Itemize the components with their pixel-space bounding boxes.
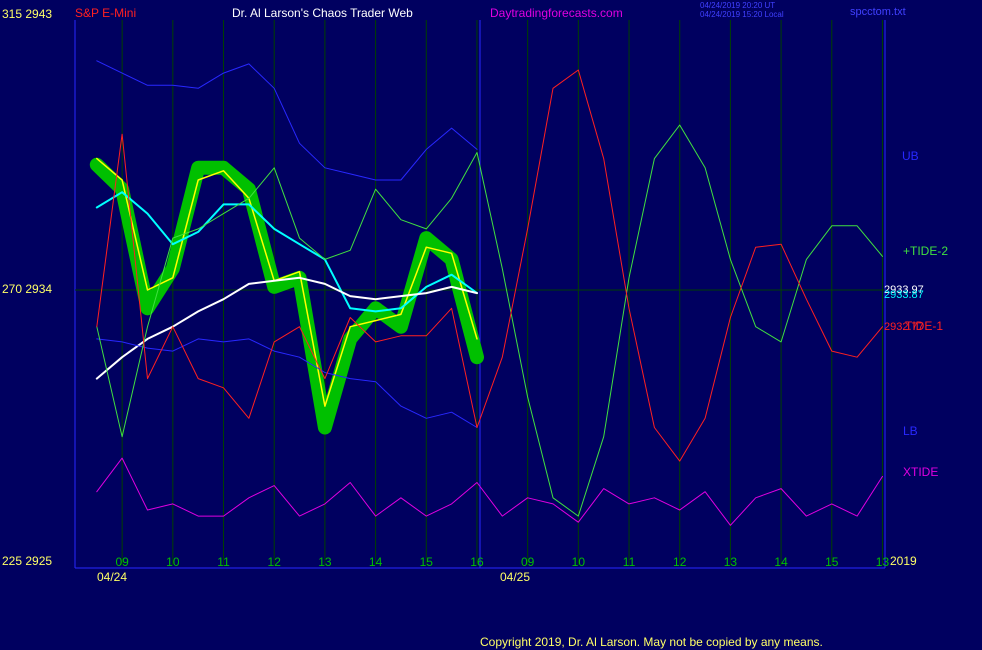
file-name: spcctom.txt bbox=[850, 6, 906, 18]
series-label: XTIDE bbox=[903, 465, 938, 479]
series-line bbox=[96, 124, 883, 517]
series-label: LB bbox=[903, 424, 918, 438]
year-label: 2019 bbox=[890, 554, 917, 568]
date-label: 04/25 bbox=[500, 570, 530, 584]
y-tick-label: 225 2925 bbox=[2, 554, 52, 568]
series-line bbox=[96, 69, 883, 462]
date-label: 04/24 bbox=[97, 570, 127, 584]
x-tick-label: 10 bbox=[572, 555, 586, 569]
timestamp: 04/24/2019 20:20 UT bbox=[700, 1, 775, 10]
x-tick-label: 15 bbox=[825, 555, 839, 569]
x-tick-label: 13 bbox=[318, 555, 332, 569]
series-label: +TIDE-2 bbox=[903, 244, 948, 258]
x-tick-label: 14 bbox=[369, 555, 383, 569]
y-tick-label: 315 2943 bbox=[2, 7, 52, 21]
copyright: Copyright 2019, Dr. Al Larson. May not b… bbox=[480, 635, 823, 649]
x-tick-label: 13 bbox=[876, 555, 890, 569]
series-label: TIDE-1 bbox=[905, 319, 943, 333]
x-tick-label: 12 bbox=[268, 555, 282, 569]
x-tick-label: 09 bbox=[521, 555, 535, 569]
x-tick-label: 16 bbox=[470, 555, 484, 569]
x-tick-label: 13 bbox=[724, 555, 738, 569]
series-label: UB bbox=[902, 149, 919, 163]
x-tick-label: 11 bbox=[217, 555, 230, 569]
x-tick-label: 12 bbox=[673, 555, 687, 569]
timestamp: 04/24/2019 15:20 Local bbox=[700, 10, 784, 19]
x-tick-label: 09 bbox=[115, 555, 129, 569]
price-label: 2932.77 bbox=[884, 321, 924, 333]
chart-title: Dr. Al Larson's Chaos Trader Web bbox=[232, 6, 413, 20]
series-line bbox=[95, 191, 478, 313]
series-line bbox=[96, 457, 883, 526]
x-tick-label: 11 bbox=[623, 555, 636, 569]
symbol: S&P E-Mini bbox=[75, 6, 136, 20]
x-tick-label: 15 bbox=[420, 555, 434, 569]
series-line bbox=[96, 60, 478, 181]
x-tick-label: 10 bbox=[166, 555, 180, 569]
price-label: 2933.87 bbox=[884, 289, 924, 301]
series-line bbox=[96, 338, 478, 428]
site: Daytradingforecasts.com bbox=[490, 6, 623, 20]
series-line bbox=[95, 276, 478, 380]
x-tick-label: 14 bbox=[774, 555, 788, 569]
price-label: 2933.97 bbox=[884, 284, 924, 296]
y-tick-label: 270 2934 bbox=[2, 282, 52, 296]
